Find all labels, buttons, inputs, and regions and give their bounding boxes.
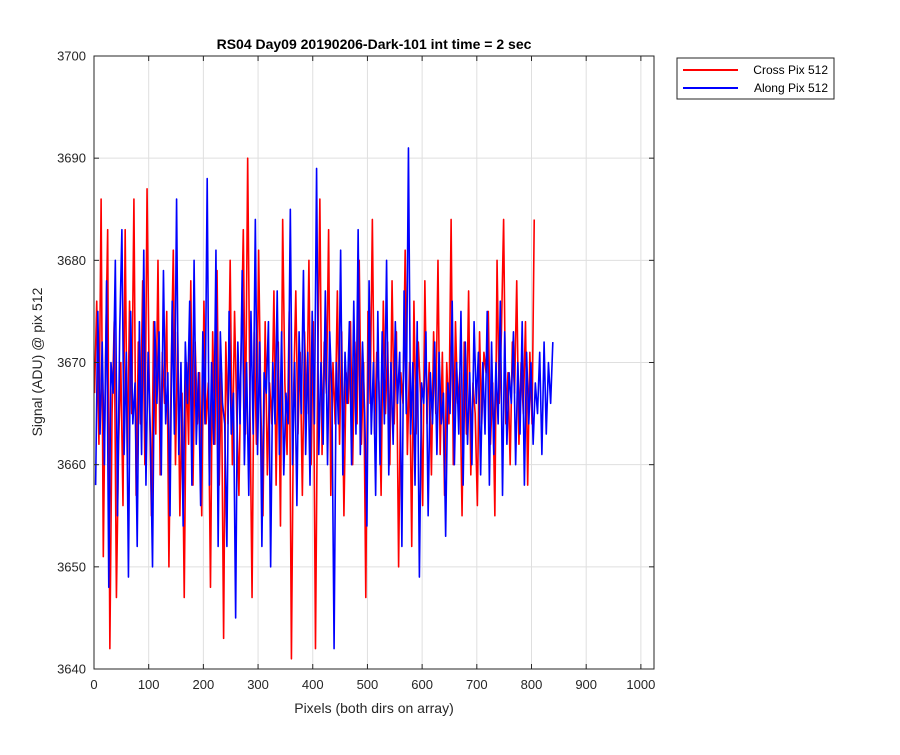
y-tick-label: 3650: [57, 559, 86, 574]
y-tick-label: 3640: [57, 662, 86, 677]
legend: Cross Pix 512 Along Pix 512: [676, 57, 835, 100]
x-tick-label: 900: [575, 677, 597, 692]
y-axis-label: Signal (ADU) @ pix 512: [29, 287, 45, 436]
y-tick-label: 3680: [57, 253, 86, 268]
series-line-along-pix-512: [94, 147, 554, 650]
chart-title: RS04 Day09 20190206-Dark-101 int time = …: [217, 36, 532, 52]
legend-box: [676, 57, 835, 100]
x-tick-label: 0: [90, 677, 97, 692]
x-tick-label: 200: [193, 677, 215, 692]
x-tick-label: 100: [138, 677, 160, 692]
y-tick-label: 3660: [57, 457, 86, 472]
y-tick-label: 3690: [57, 151, 86, 166]
x-tick-label: 1000: [626, 677, 655, 692]
legend-label-along: Along Pix 512: [754, 81, 828, 95]
x-tick-label: 800: [521, 677, 543, 692]
x-tick-label: 700: [466, 677, 488, 692]
axis-ticks: 0 100 200 300 400 500 600 700 800 900 1000 3640 3650…: [57, 49, 655, 693]
x-tick-label: 400: [302, 677, 324, 692]
legend-label-cross: Cross Pix 512: [753, 63, 828, 77]
x-tick-label: 600: [411, 677, 433, 692]
x-tick-label: 500: [357, 677, 379, 692]
y-tick-label: 3700: [57, 49, 86, 64]
x-axis-label: Pixels (both dirs on array): [294, 700, 454, 716]
x-tick-label: 300: [247, 677, 269, 692]
series-lines: [93, 147, 554, 660]
series-line-cross-pix-512: [93, 157, 536, 660]
y-tick-label: 3670: [57, 355, 86, 370]
